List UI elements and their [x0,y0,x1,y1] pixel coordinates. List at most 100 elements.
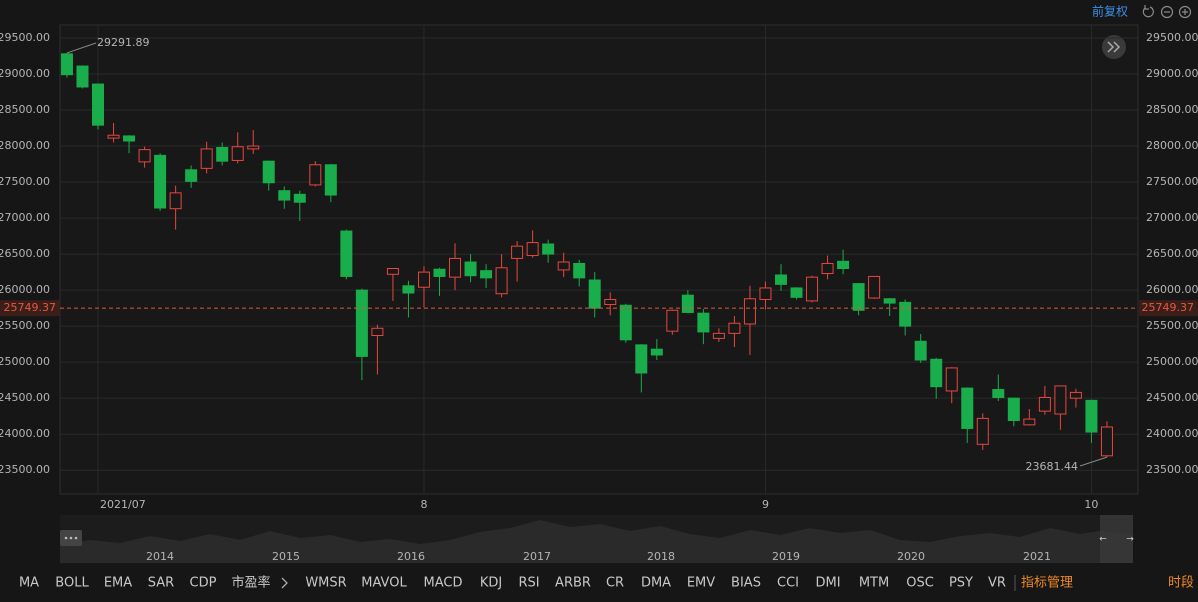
y-tick-label: 23500.00 [0,463,50,476]
indicator-button[interactable]: EMV [687,576,715,591]
indicator-button[interactable]: MAVOL [361,576,407,591]
candle-body [837,260,850,270]
navigator-handle[interactable]: → [1126,535,1134,545]
y-tick-label: 25500.00 [0,319,50,332]
y-tick-label-right: 24000.00 [1146,427,1198,440]
candle-body [76,65,89,88]
candle-body [340,230,353,277]
candle-body [355,289,368,357]
candle-body [216,146,229,162]
candle-body [945,367,958,392]
expand-button[interactable] [1102,35,1126,59]
indicator-button[interactable]: WMSR [305,576,346,591]
candle-body [402,285,415,294]
indicator-button[interactable]: OSC [906,576,934,591]
x-tick-label: 8 [420,498,427,511]
x-tick-label: 10 [1084,498,1098,511]
indicator-button[interactable]: EMA [104,576,132,591]
indicator-button[interactable]: MTM [859,576,889,591]
y-tick-label-right: 29500.00 [1146,31,1198,44]
last-price-box [1139,300,1198,317]
adjust-button[interactable]: 前复权 [1092,4,1128,19]
candle-body [433,268,446,277]
high-pointer [66,42,97,54]
indicator-button[interactable]: RSI [518,576,539,591]
indicator-button[interactable]: DMI [815,576,840,591]
candle-body [1100,426,1113,457]
indicator-button[interactable]: CR [606,576,624,591]
last-price-label: 25749.37 [1142,301,1195,314]
y-tick-label-right: 26500.00 [1146,247,1198,260]
candle-body [169,192,182,210]
candle-body [386,268,399,275]
candle-body [712,332,725,339]
more-chevron[interactable] [281,577,288,589]
candle-body [868,275,881,299]
candle-body [542,243,555,255]
indicator-button[interactable]: KDJ [480,576,502,591]
candle-body [231,146,244,161]
y-tick-label: 28000.00 [0,139,50,152]
indicator-button[interactable]: 市盈率 [231,575,270,591]
indicator-button[interactable]: DMA [641,576,671,591]
indicator-button[interactable]: PSY [949,576,973,591]
candle-body [790,287,803,298]
y-tick-label: 27500.00 [0,175,50,188]
navigator-selection[interactable] [1100,515,1133,563]
y-tick-label: 26000.00 [0,283,50,296]
indicator-button[interactable]: VR [988,576,1006,591]
candle-body [495,267,508,295]
candle-body [1023,418,1036,426]
zoom-out-icon[interactable] [1160,5,1174,19]
candle-body [293,193,306,203]
y-tick-label-right: 27000.00 [1146,211,1198,224]
y-tick-label-right: 28000.00 [1146,139,1198,152]
indicator-button[interactable]: MACD [424,576,463,591]
candle-body [1069,391,1082,399]
indicator-button[interactable]: MA [19,576,39,591]
candle-body [743,298,756,325]
candle-body [185,169,198,182]
y-tick-label: 26500.00 [0,247,50,260]
indicator-button[interactable]: BOLL [55,576,89,591]
candle-body [200,148,213,169]
indicator-button[interactable]: BIAS [731,576,761,591]
candle-body [604,298,617,306]
period-button[interactable]: 时段 [1168,576,1194,591]
navigator-handle[interactable]: ← [1099,535,1107,545]
candle-body [759,287,772,300]
low-pointer [1079,456,1108,467]
candle-body [309,164,322,186]
indicator-button[interactable]: SAR [148,576,174,591]
indicator-button[interactable]: CDP [190,576,217,591]
navigator-year: 2017 [523,550,551,563]
navigator-year: 2014 [146,550,174,563]
candle-body [930,358,943,388]
navigator-year: 2015 [272,550,300,563]
y-tick-label-right: 27500.00 [1146,175,1198,188]
candle-body [681,294,694,313]
x-tick-label: 2021/07 [100,498,146,511]
candle-body [619,304,632,341]
candle-body [697,312,710,333]
candle-body [511,245,524,259]
candle-body [154,154,167,209]
candle-body [138,149,151,163]
zoom-in-icon[interactable] [1178,5,1192,19]
candle-body [806,276,819,302]
candle-body [774,274,787,285]
navigator-year: 2020 [897,550,925,563]
candle-body [728,322,741,334]
reset-icon[interactable] [1142,5,1154,18]
indicator-manage[interactable]: 指标管理 [1021,576,1073,591]
candle-body [899,301,912,327]
candle-body [92,83,105,126]
y-tick-label-right: 28500.00 [1146,103,1198,116]
plot-area [59,24,1139,495]
candle-body [666,309,679,332]
indicator-button[interactable]: ARBR [555,576,591,591]
candle-body [262,160,275,184]
indicator-button[interactable]: CCI [777,576,799,591]
candle-body [371,327,384,337]
